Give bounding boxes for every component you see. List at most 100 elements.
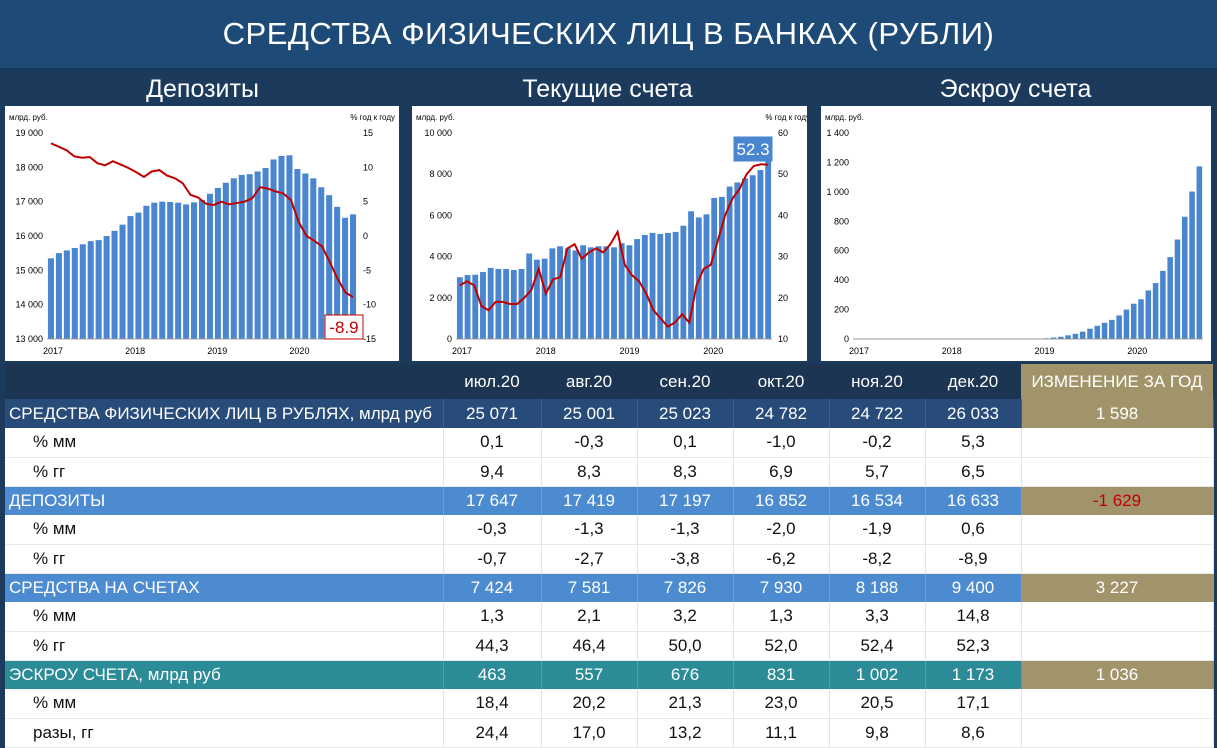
table-subrow: % мм -0,3 -1,3 -1,3 -2,0 -1,9 0,6 [5,515,1214,545]
row-value: 676 [637,660,734,689]
row-value: 0,6 [925,515,1022,545]
bar [334,206,341,339]
row-change [1021,457,1214,487]
row-label: % мм [5,428,444,458]
row-value: 5,7 [829,457,926,487]
bar [495,268,502,339]
bar [765,145,772,339]
bar [206,193,213,339]
row-value: -2,0 [733,515,830,545]
bar [572,250,579,339]
row-value: 17 419 [541,486,638,515]
row-value: 17 197 [637,486,734,515]
row-value: 8,3 [637,457,734,487]
y2-tick-label: 5 [363,197,368,207]
y-tick-label: 16 000 [15,231,43,241]
row-label: % гг [5,457,444,487]
bar [634,239,641,339]
y-tick-label: 0 [447,334,452,344]
header-month: ноя.20 [829,364,925,399]
row-change: 1 036 [1021,660,1214,689]
row-value: -6,2 [733,544,830,574]
row-value: 17 647 [443,486,542,515]
y2-tick-label: 50 [778,169,788,179]
bar [456,277,463,339]
y-tick-label: 400 [834,275,849,285]
bar [757,170,764,339]
row-value: 44,3 [443,631,542,661]
x-tick-label: 2018 [942,346,962,356]
x-tick-label: 2019 [207,346,227,356]
x-tick-label: 2019 [619,346,639,356]
bar [718,196,725,339]
bar [262,168,269,339]
y-tick-label: 200 [834,305,849,315]
header-month: авг.20 [541,364,637,399]
chart-title-escrow: Эскроу счета [939,75,1092,103]
row-value: 8,3 [541,457,638,487]
bar [318,187,325,339]
row-value: 52,3 [925,631,1022,661]
chart-title-deposits: Депозиты [146,75,259,103]
bar [587,247,594,339]
bar [1116,315,1122,339]
table-subrow: % мм 1,3 2,1 3,2 1,3 3,3 14,8 [5,602,1214,632]
bar [302,173,309,339]
row-value: 52,0 [733,631,830,661]
bar [63,250,70,339]
row-value: 5,3 [925,428,1022,458]
y2-tick-label: -15 [363,334,376,344]
row-value: 50,0 [637,631,734,661]
row-value: -1,0 [733,428,830,458]
row-value: 7 581 [541,573,638,602]
y-axis-label: млрд. руб. [9,113,48,122]
bar [1160,270,1166,339]
y-axis-label: млрд. руб. [416,113,455,122]
chart-deposits-svg: млрд. руб. % год к году 19 000 18 000 17 000… [9,113,395,356]
row-value: 24 782 [733,399,830,428]
row-value: 24 722 [829,399,926,428]
row-label: % мм [5,689,444,719]
row-value: 0,1 [443,428,542,458]
y2-tick-label: 60 [778,128,788,138]
row-value: 16 534 [829,486,926,515]
bar [680,225,687,339]
x-tick-label: 2020 [289,346,309,356]
callout-label: 52.3 [736,140,769,159]
y2-axis-label: % год к году [765,113,807,122]
bar [342,217,349,339]
bar [286,155,293,339]
row-value: 26 033 [925,399,1022,428]
y-tick-label: 1 200 [826,157,849,167]
row-value: -1,3 [637,515,734,545]
bar [230,178,237,339]
bar [127,216,134,339]
bar [278,156,285,339]
bar [1109,319,1115,339]
table-section-row: ДЕПОЗИТЫ 17 647 17 419 17 197 16 852 16 534 16… [5,486,1214,515]
bar [175,202,182,339]
y-tick-label: 4 000 [429,252,452,262]
bar [487,267,494,339]
row-value: 21,3 [637,689,734,719]
y-tick-label: 14 000 [15,300,43,310]
bar [167,202,174,339]
y-tick-label: 10 000 [424,128,452,138]
row-label: % мм [5,515,444,545]
bar [1196,166,1203,339]
row-value: -0,2 [829,428,926,458]
bar [518,268,525,339]
bar [159,201,166,339]
bar [270,159,277,339]
row-value: -2,7 [541,544,638,574]
bar [533,259,540,339]
bar [1138,299,1144,339]
y2-tick-label: 40 [778,210,788,220]
y-tick-label: 1 400 [826,128,849,138]
bar [1101,322,1108,339]
yoy-line [459,163,769,328]
row-change [1021,428,1214,458]
bar [111,230,118,339]
row-change [1021,544,1214,574]
